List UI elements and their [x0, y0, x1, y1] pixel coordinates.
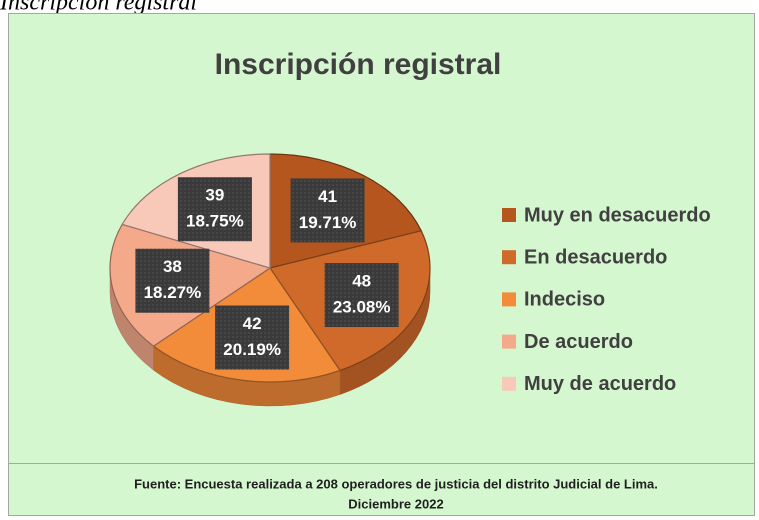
legend-label: En desacuerdo [524, 246, 667, 268]
data-label: 41 [318, 187, 337, 206]
data-label-box [215, 305, 290, 370]
data-label: 39 [205, 186, 224, 205]
data-label: 18.75% [186, 212, 244, 231]
legend-swatch [502, 334, 516, 349]
legend-swatch [502, 208, 516, 222]
chart-title: Inscripción registral [215, 48, 502, 81]
data-label-box [177, 177, 252, 242]
legend-swatch [502, 376, 516, 391]
legend-swatch [502, 292, 516, 307]
legend-label: Muy de acuerdo [524, 373, 676, 395]
data-label: 19.71% [299, 213, 357, 232]
data-label: 38 [163, 257, 182, 276]
legend-swatch [502, 250, 516, 265]
caption: Inscripción registral [0, 0, 197, 16]
source: Fuente: Encuesta realizada a 208 operado… [134, 476, 658, 491]
data-label-box [290, 178, 365, 243]
data-label-box [135, 248, 210, 313]
legend-label: Indeciso [524, 289, 605, 311]
legend-label: Muy en desacuerdo [524, 204, 711, 226]
data-label: 18.27% [144, 283, 202, 302]
data-label: 20.19% [223, 340, 281, 359]
data-label: 48 [352, 272, 371, 291]
data-label: 23.08% [333, 298, 391, 317]
data-label-box [324, 263, 399, 328]
data-label: 42 [243, 314, 262, 333]
source: Diciembre 2022 [348, 496, 443, 511]
legend-label: De acuerdo [524, 331, 633, 353]
